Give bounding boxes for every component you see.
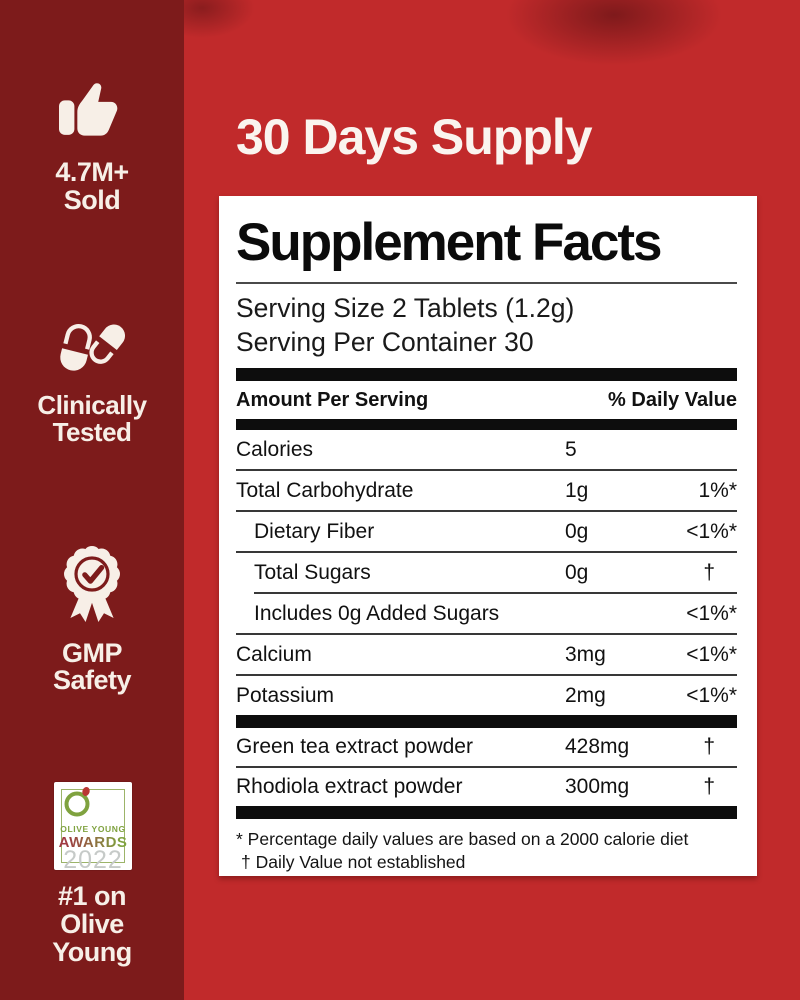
nutrient-row-potassium: Potassium 2mg <1%* [236, 676, 737, 715]
title-rule [236, 282, 737, 284]
ingredient-row-green-tea: Green tea extract powder 428mg † [236, 728, 737, 766]
gmp-safety-label: GMP Safety [0, 640, 184, 694]
divider-bar-thick [236, 715, 737, 728]
nutrient-row-dietary-fiber: Dietary Fiber 0g <1%* [236, 512, 737, 551]
award-logo-title: AWARDS [54, 834, 132, 851]
nutrient-name: Total Sugars [254, 560, 371, 584]
nutrient-row-total-sugars: Total Sugars 0g † [236, 553, 737, 592]
row-divider [236, 766, 737, 768]
page-title: 30 Days Supply [236, 109, 593, 165]
nutrient-amount: 3mg [565, 642, 606, 666]
supplement-facts-panel: Supplement Facts Serving Size 2 Tablets … [219, 196, 757, 876]
nutrient-daily-value: <1%* [686, 519, 737, 543]
facts-column-header: Amount Per Serving % Daily Value [236, 381, 737, 419]
row-divider [236, 551, 737, 553]
amount-per-serving-header: Amount Per Serving [236, 388, 429, 411]
number-one-line: Young [52, 937, 132, 967]
number-one-line: Olive [60, 909, 124, 939]
row-divider [236, 633, 737, 635]
stat-sold-line: Sold [63, 185, 121, 215]
clinically-tested-line: Tested [52, 417, 132, 447]
award-logo-year: 2022 [63, 846, 123, 874]
divider-bar-thick [236, 368, 737, 381]
ingredient-amount: 428mg [565, 735, 630, 758]
serving-size: Serving Size 2 Tablets (1.2g) [236, 293, 575, 323]
ingredient-row-rhodiola: Rhodiola extract powder 300mg † [236, 768, 737, 806]
nutrient-name: Calories [236, 437, 314, 461]
nutrient-daily-value: <1%* [686, 642, 737, 666]
clinically-tested-line: Clinically [37, 390, 147, 420]
number-one-olive-young-label: #1 on Olive Young [0, 882, 184, 966]
nutrient-row-total-carbohydrate: Total Carbohydrate 1g 1%* [236, 471, 737, 510]
nutrient-name: Calcium [236, 642, 312, 666]
footnote-daily-values: * Percentage daily values are based on a… [236, 829, 689, 849]
nutrient-name: Total Carbohydrate [236, 478, 414, 502]
award-logo-brand: OLIVE YOUNG [60, 824, 126, 834]
ingredient-daily-value: † [703, 735, 715, 758]
row-divider [236, 469, 737, 471]
nutrient-daily-value: † [703, 560, 715, 584]
nutrient-row-calcium: Calcium 3mg <1%* [236, 635, 737, 674]
award-logo-border [61, 789, 125, 863]
ingredient-name: Rhodiola extract powder [236, 775, 463, 798]
nutrient-row-calories: Calories 5 [236, 430, 737, 469]
gmp-safety-line: GMP [61, 638, 123, 668]
nutrient-amount: 0g [565, 560, 589, 584]
nutrient-name: Potassium [236, 683, 335, 707]
number-one-line: #1 on [57, 881, 127, 911]
clinically-tested-label: Clinically Tested [0, 392, 184, 446]
nutrient-daily-value: <1%* [686, 601, 737, 625]
nutrient-daily-value: <1%* [686, 683, 737, 707]
nutrient-amount: 2mg [565, 683, 606, 707]
divider-bar-medium [236, 419, 737, 430]
sidebar: 4.7M+ Sold Clinically Tested [0, 0, 184, 1000]
ingredient-daily-value: † [703, 775, 715, 798]
nutrient-name: Includes 0g Added Sugars [254, 601, 500, 625]
gmp-safety-line: Safety [52, 665, 132, 695]
ingredient-name: Green tea extract powder [236, 735, 473, 758]
award-badge-icon [0, 538, 184, 634]
row-divider [236, 510, 737, 512]
stat-sold-label: 4.7M+ Sold [0, 158, 184, 214]
ingredient-amount: 300mg [565, 775, 630, 798]
nutrient-name: Dietary Fiber [254, 519, 375, 543]
row-divider [236, 674, 737, 676]
servings-per-container: Serving Per Container 30 [236, 327, 534, 357]
footnote-daily-value-not-established: † Daily Value not established [241, 852, 466, 872]
divider-bar-thick [236, 806, 737, 819]
nutrient-row-added-sugars: Includes 0g Added Sugars <1%* [236, 594, 737, 633]
nutrient-amount: 5 [565, 437, 577, 461]
pills-icon [0, 318, 184, 380]
olive-young-award-logo: OLIVE YOUNG AWARDS 2022 [54, 782, 132, 874]
nutrient-amount: 1g [565, 478, 589, 502]
row-divider [254, 592, 737, 594]
olive-young-o-icon [63, 786, 91, 818]
thumbs-up-icon [0, 74, 184, 140]
facts-title: Supplement Facts [236, 213, 662, 272]
nutrient-daily-value: 1%* [698, 478, 737, 502]
nutrient-amount: 0g [565, 519, 589, 543]
stat-sold-line: 4.7M+ [55, 157, 129, 187]
daily-value-header: % Daily Value [608, 388, 737, 411]
